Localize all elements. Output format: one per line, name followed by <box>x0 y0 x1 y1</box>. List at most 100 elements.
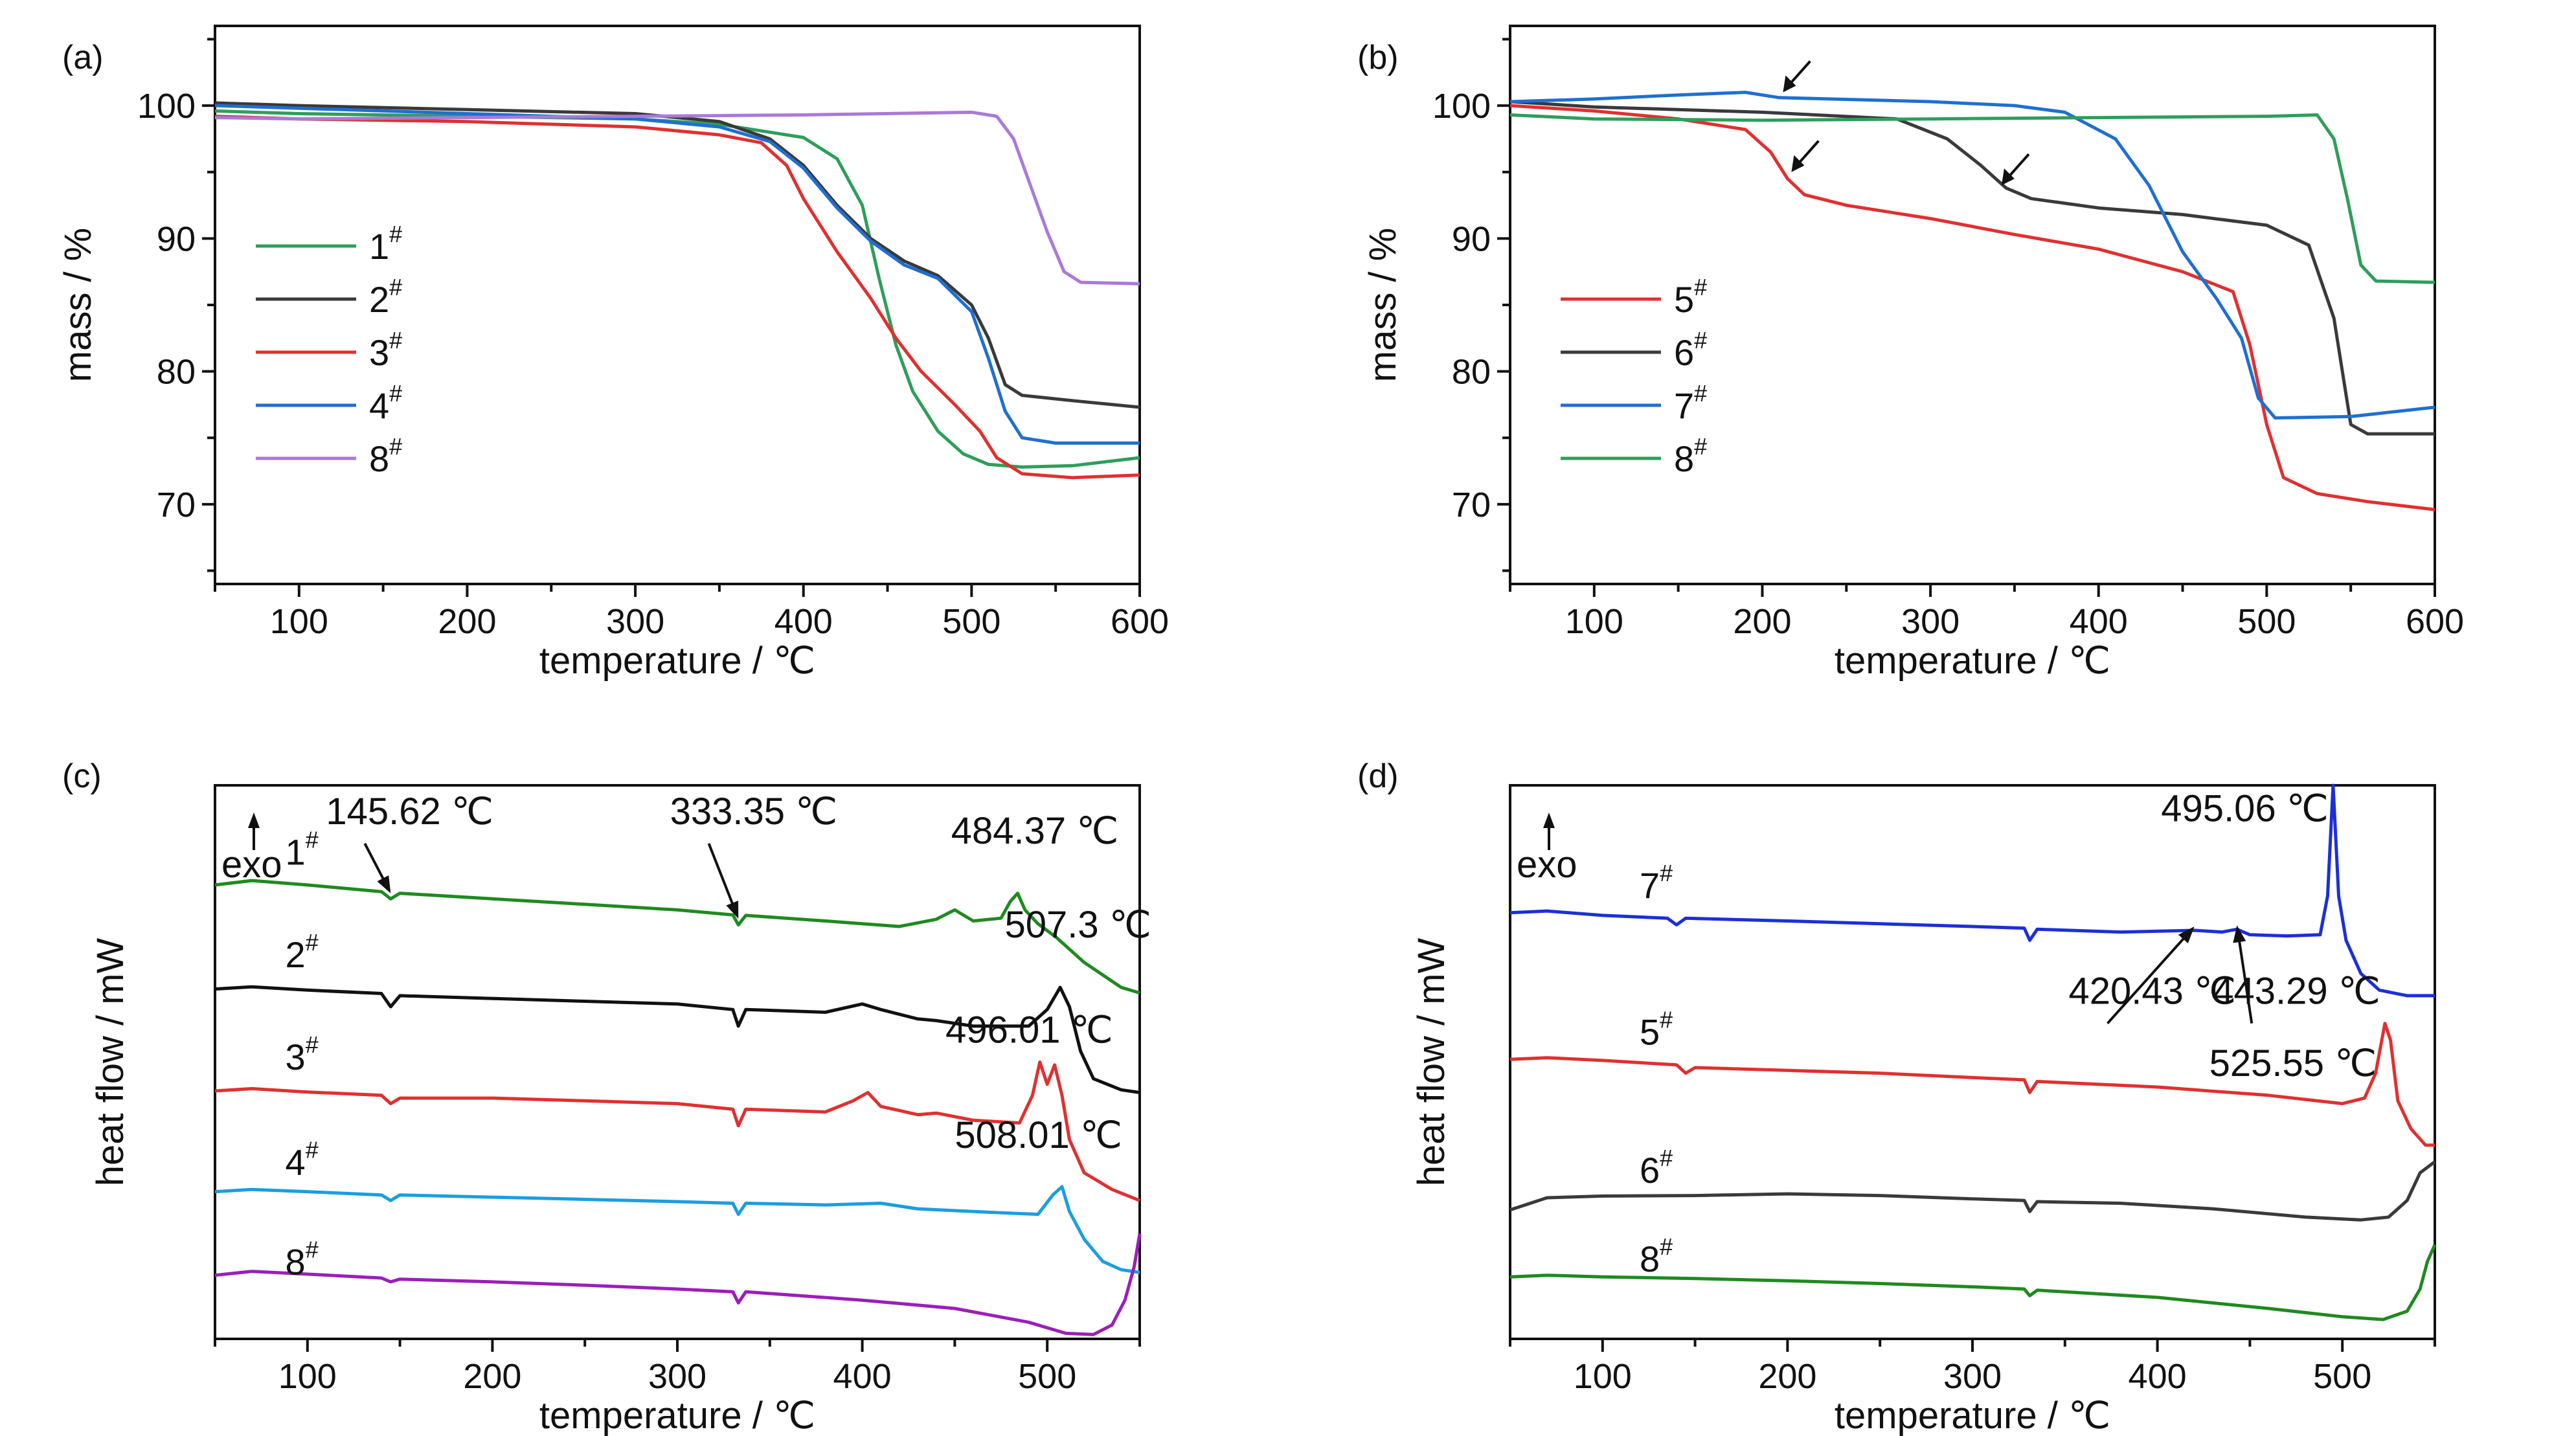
annotation-arrow <box>363 842 386 882</box>
x-tick-label: 300 <box>1943 1357 2002 1396</box>
y-axis-title: mass / % <box>57 228 99 383</box>
curve-label-8-main: 8 <box>286 1241 306 1282</box>
curve-label-1-sup: # <box>306 827 319 853</box>
annotation-arrow <box>2107 935 2187 1025</box>
exo-arrow-head <box>1543 813 1555 828</box>
mass-loss-arrow <box>2007 153 2030 179</box>
legend-label-1-main: 1 <box>369 226 389 267</box>
series-line-2 <box>214 101 1140 409</box>
x-tick-label: 200 <box>438 602 496 641</box>
series-line-2 <box>214 985 1140 1094</box>
series-line-1 <box>214 879 1140 994</box>
x-tick-label: 100 <box>1565 602 1623 641</box>
legend-label-4: 4# <box>369 380 402 426</box>
legend-label-3-main: 3 <box>369 332 389 373</box>
peak-annotation: 420.43 ℃ <box>2069 970 2237 1013</box>
x-axis-title: temperature / ℃ <box>1835 640 2110 682</box>
panel-label: (b) <box>1357 39 1399 76</box>
curve-label-2-main: 2 <box>286 934 306 975</box>
mass-loss-arrow-head <box>1791 155 1805 172</box>
y-tick-label: 80 <box>1452 353 1491 392</box>
curve-label-3-sup: # <box>306 1031 319 1058</box>
series-line-8 <box>214 110 1140 286</box>
annotation-arrow-head <box>726 901 739 919</box>
curve-label-5-sup: # <box>1660 1006 1673 1033</box>
curve-label-2: 2# <box>286 929 319 975</box>
series-line-1 <box>214 109 1140 469</box>
x-tick-label: 200 <box>1733 602 1791 641</box>
x-tick-label: 600 <box>2406 602 2464 641</box>
legend-label-8-sup: # <box>1694 433 1707 460</box>
y-tick-label: 90 <box>1452 219 1491 258</box>
x-tick-label: 400 <box>774 602 833 641</box>
legend-label-8-main: 8 <box>1674 438 1694 479</box>
exo-label: exo <box>221 844 282 886</box>
curve-label-4: 4# <box>286 1136 319 1182</box>
curve-label-4-main: 4 <box>286 1141 306 1182</box>
y-axis-title: heat flow / mW <box>89 937 131 1186</box>
peak-annotation: 525.55 ℃ <box>2209 1042 2377 1084</box>
series-line-3 <box>214 1060 1140 1202</box>
series-line-5 <box>1509 104 2435 511</box>
panel-c-heat-flow-chart: 100 200 300 400 500 temperature / ℃ heat flow … <box>62 757 1151 1436</box>
legend-label-5: 5# <box>1674 274 1707 320</box>
legend-label-8: 8# <box>1674 433 1707 479</box>
peak-annotation: 508.01 ℃ <box>955 1114 1122 1156</box>
series-line-6 <box>1509 1160 2436 1222</box>
curve-label-6-main: 6 <box>1640 1150 1660 1191</box>
panel-d-heat-flow-chart: 100 200 300 400 500 temperature / ℃ heat flow … <box>1357 757 2437 1436</box>
legend-label-4-sup: # <box>389 380 402 407</box>
curve-label-4-sup: # <box>306 1136 319 1163</box>
legend-label-2-sup: # <box>389 274 402 300</box>
peak-annotation: 443.29 ℃ <box>2213 970 2380 1013</box>
x-tick-label: 300 <box>1901 602 1960 641</box>
curve-label-7: 7# <box>1640 860 1673 906</box>
x-tick-label: 500 <box>942 602 1000 641</box>
legend-label-3: 3# <box>369 327 402 373</box>
x-tick-label: 400 <box>2129 1357 2187 1396</box>
legend-label-6: 6# <box>1674 327 1707 373</box>
panel-a-mass-chart: 100 200 300 400 500 600 70 80 90 100 temperature /… <box>57 25 1169 682</box>
exo-label: exo <box>1517 844 1577 886</box>
annotation-arrow <box>2237 937 2254 1024</box>
x-tick-label: 500 <box>2237 602 2296 641</box>
series-line-7 <box>1509 91 2435 420</box>
legend-label-6-sup: # <box>1694 327 1707 353</box>
curve-label-8: 8# <box>1640 1233 1673 1279</box>
x-tick-label: 100 <box>278 1357 337 1396</box>
x-tick-label: 500 <box>2313 1357 2371 1396</box>
y-tick-label: 90 <box>157 219 196 258</box>
x-axis-title: temperature / ℃ <box>539 640 815 682</box>
legend-label-8: 8# <box>369 433 402 479</box>
curve-label-6: 6# <box>1640 1145 1673 1191</box>
panel-b-mass-chart: 100 200 300 400 500 600 70 80 90 100 temperature /… <box>1357 25 2464 682</box>
legend-label-5-sup: # <box>1694 274 1707 300</box>
x-tick-label: 200 <box>463 1357 521 1396</box>
curve-label-1-main: 1 <box>286 832 306 873</box>
curve-label-3-main: 3 <box>286 1037 306 1077</box>
curve-label-5-main: 5 <box>1640 1011 1660 1052</box>
mass-loss-arrow-head <box>2001 168 2015 186</box>
series-line-5 <box>1509 1022 2435 1147</box>
x-tick-label: 200 <box>1758 1357 1816 1396</box>
curve-label-2-sup: # <box>306 929 319 956</box>
mass-loss-arrow-head <box>1783 75 1796 93</box>
peak-annotation: 496.01 ℃ <box>945 1009 1113 1051</box>
peak-annotation: 145.62 ℃ <box>326 791 493 833</box>
series-line-3 <box>214 115 1140 480</box>
x-tick-label: 100 <box>270 602 328 641</box>
panel-label: (d) <box>1357 757 1399 795</box>
curve-label-1: 1# <box>286 827 319 873</box>
x-tick-label: 400 <box>2070 602 2128 641</box>
curve-label-3: 3# <box>286 1031 319 1077</box>
x-axis-title: temperature / ℃ <box>539 1395 815 1436</box>
x-tick-label: 600 <box>1111 602 1169 641</box>
panel-label: (a) <box>62 39 104 76</box>
curve-label-5: 5# <box>1640 1006 1673 1052</box>
x-tick-label: 300 <box>606 602 664 641</box>
peak-annotation: 484.37 ℃ <box>951 810 1119 852</box>
annotation-arrow-head <box>2233 925 2246 943</box>
y-tick-label: 100 <box>137 87 196 126</box>
legend-label-1-sup: # <box>389 221 402 247</box>
y-tick-label: 100 <box>1432 87 1491 126</box>
